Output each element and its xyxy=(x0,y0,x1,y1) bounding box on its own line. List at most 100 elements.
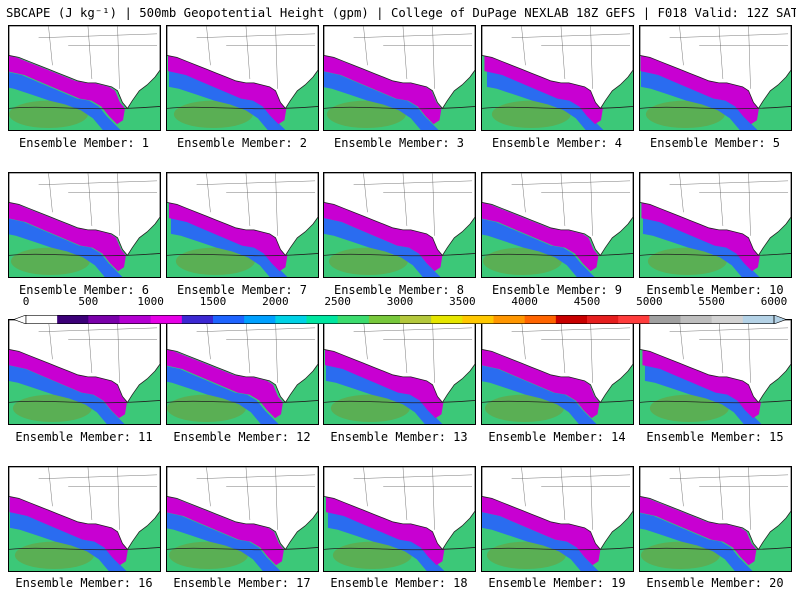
cape-field xyxy=(640,26,791,130)
ensemble-member-label: Ensemble Member: 13 xyxy=(330,430,468,444)
ensemble-member-label: Ensemble Member: 10 xyxy=(646,283,784,297)
ensemble-member-label: Ensemble Member: 4 xyxy=(491,136,623,150)
colorbar-tick-label: 1000 xyxy=(137,295,164,308)
colorbar-segment xyxy=(742,315,775,324)
cape-field xyxy=(9,26,160,130)
ensemble-map-8 xyxy=(323,172,476,278)
colorbar-segment xyxy=(711,315,744,324)
ensemble-map-6 xyxy=(8,172,161,278)
colorbar-segment xyxy=(88,315,120,324)
ensemble-map-2 xyxy=(166,25,319,131)
ensemble-map-20 xyxy=(639,466,792,572)
ensemble-map-10 xyxy=(639,172,792,278)
cape-field xyxy=(640,467,791,571)
cape-field xyxy=(482,467,633,571)
ensemble-member-label: Ensemble Member: 19 xyxy=(488,576,626,590)
colorbar-tick-label: 4000 xyxy=(511,295,538,308)
colorbar-segment xyxy=(524,315,557,324)
colorbar-tick-label: 6000 xyxy=(760,295,788,308)
cape-field xyxy=(9,173,160,277)
figure-title: SBCAPE (J kg⁻¹) | 500mb Geopotential Hei… xyxy=(6,6,796,20)
ensemble-map-17 xyxy=(166,466,319,572)
colorbar-segment xyxy=(462,315,494,324)
colorbar-tick-label: 5000 xyxy=(636,295,663,308)
colorbar-scale xyxy=(13,314,787,325)
colorbar-segment xyxy=(150,315,183,324)
ensemble-member-label: Ensemble Member: 15 xyxy=(646,430,784,444)
ensemble-member-label: Ensemble Member: 3 xyxy=(333,136,465,150)
ensemble-map-9 xyxy=(481,172,634,278)
ensemble-map-4 xyxy=(481,25,634,131)
ensemble-map-5 xyxy=(639,25,792,131)
ensemble-map-14 xyxy=(481,319,634,425)
colorbar-segment xyxy=(57,315,89,324)
cape-field xyxy=(482,26,633,130)
cape-field xyxy=(640,320,791,424)
colorbar-segment xyxy=(555,315,588,324)
cape-field xyxy=(324,320,475,424)
cape-field xyxy=(324,26,475,130)
colorbar-segment xyxy=(649,315,681,324)
cape-field xyxy=(324,467,475,571)
colorbar-segment xyxy=(306,315,339,324)
ensemble-map-11 xyxy=(8,319,161,425)
colorbar-min-arrow xyxy=(13,314,27,325)
ensemble-map-7 xyxy=(166,172,319,278)
colorbar-segment xyxy=(368,315,401,324)
colorbar-segment xyxy=(244,315,276,324)
cape-field xyxy=(167,467,318,571)
colorbar-tick-label: 2500 xyxy=(324,295,351,308)
ensemble-member-label: Ensemble Member: 8 xyxy=(333,283,465,297)
cape-field xyxy=(482,173,633,277)
ensemble-member-label: Ensemble Member: 11 xyxy=(15,430,153,444)
ensemble-member-label: Ensemble Member: 12 xyxy=(173,430,311,444)
ensemble-member-label: Ensemble Member: 18 xyxy=(330,576,468,590)
ensemble-map-12 xyxy=(166,319,319,425)
ensemble-member-label: Ensemble Member: 6 xyxy=(18,283,150,297)
colorbar-segment xyxy=(275,315,307,324)
colorbar-segment xyxy=(618,315,650,324)
colorbar-max-arrow xyxy=(773,314,787,325)
colorbar-segment xyxy=(26,315,58,324)
colorbar-tick-label: 2000 xyxy=(262,295,289,308)
ensemble-member-label: Ensemble Member: 17 xyxy=(173,576,311,590)
cape-field xyxy=(9,467,160,571)
ensemble-member-label: Ensemble Member: 2 xyxy=(176,136,308,150)
ensemble-member-label: Ensemble Member: 20 xyxy=(646,576,784,590)
ensemble-member-label: Ensemble Member: 9 xyxy=(491,283,623,297)
colorbar-segment xyxy=(181,315,214,324)
colorbar-tick-label: 3000 xyxy=(386,295,414,308)
colorbar-segment xyxy=(680,315,713,324)
ensemble-member-label: Ensemble Member: 14 xyxy=(488,430,626,444)
ensemble-map-16 xyxy=(8,466,161,572)
colorbar-segment xyxy=(337,315,370,324)
colorbar-segment xyxy=(587,315,619,324)
ensemble-member-label: Ensemble Member: 1 xyxy=(18,136,150,150)
ensemble-map-18 xyxy=(323,466,476,572)
colorbar-segment xyxy=(493,315,526,324)
ensemble-map-15 xyxy=(639,319,792,425)
colorbar-tick-label: 0 xyxy=(22,295,30,308)
colorbar-tick-label: 4500 xyxy=(573,295,601,308)
cape-field xyxy=(482,320,633,424)
cape-field xyxy=(167,26,318,130)
ensemble-member-label: Ensemble Member: 7 xyxy=(176,283,308,297)
colorbar xyxy=(13,309,787,325)
colorbar-tick-label: 5500 xyxy=(698,295,725,308)
cape-field xyxy=(9,320,160,424)
ensemble-member-label: Ensemble Member: 16 xyxy=(15,576,153,590)
colorbar-segment xyxy=(119,315,152,324)
cape-field xyxy=(167,320,318,424)
ensemble-map-19 xyxy=(481,466,634,572)
ensemble-map-1 xyxy=(8,25,161,131)
colorbar-segment xyxy=(400,315,432,324)
colorbar-tick-label: 1500 xyxy=(199,295,227,308)
cape-field xyxy=(640,173,791,277)
ensemble-map-13 xyxy=(323,319,476,425)
ensemble-map-3 xyxy=(323,25,476,131)
cape-field xyxy=(324,173,475,277)
colorbar-segment xyxy=(431,315,463,324)
ensemble-member-label: Ensemble Member: 5 xyxy=(649,136,781,150)
cape-field xyxy=(167,173,318,277)
colorbar-tick-label: 500 xyxy=(78,295,99,308)
